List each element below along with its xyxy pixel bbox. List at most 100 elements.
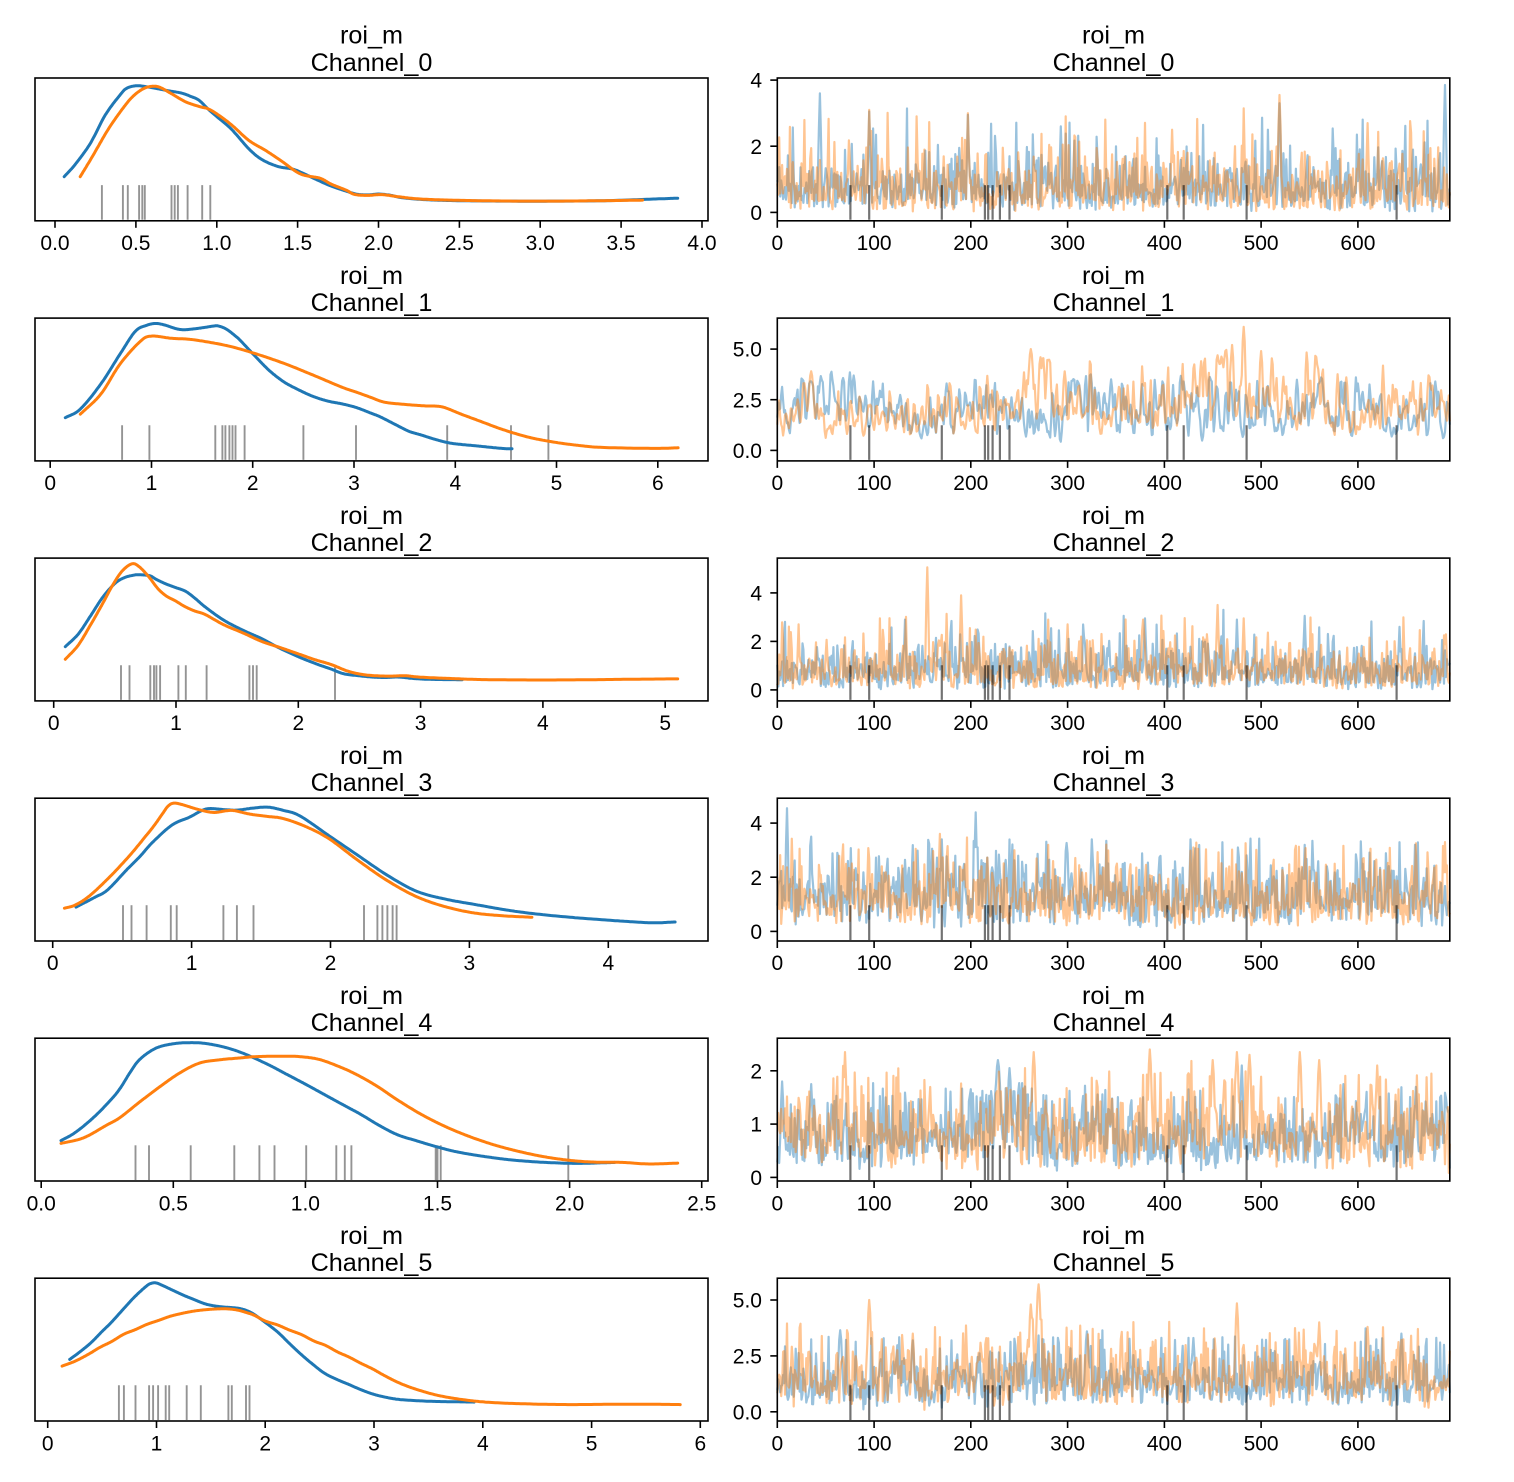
svg-text:Channel_1: Channel_1	[1053, 289, 1175, 317]
svg-text:0.0: 0.0	[40, 232, 69, 255]
svg-text:roi_m: roi_m	[340, 982, 403, 1010]
svg-text:Channel_0: Channel_0	[311, 49, 433, 77]
svg-text:600: 600	[1340, 712, 1375, 735]
svg-text:Channel_1: Channel_1	[311, 289, 433, 317]
svg-text:1: 1	[750, 1114, 762, 1137]
svg-text:6: 6	[694, 1432, 706, 1455]
svg-text:2.5: 2.5	[733, 389, 762, 412]
svg-text:5.0: 5.0	[733, 1290, 762, 1313]
svg-text:2.5: 2.5	[687, 1192, 716, 1215]
svg-text:Channel_3: Channel_3	[311, 769, 433, 797]
svg-text:300: 300	[1050, 1432, 1085, 1455]
svg-text:4.0: 4.0	[687, 232, 716, 255]
svg-text:500: 500	[1244, 712, 1279, 735]
svg-text:400: 400	[1147, 1432, 1182, 1455]
svg-text:5: 5	[586, 1432, 598, 1455]
svg-text:5: 5	[659, 712, 671, 735]
svg-text:2: 2	[750, 867, 762, 890]
svg-text:300: 300	[1050, 952, 1085, 975]
svg-text:600: 600	[1340, 472, 1375, 495]
svg-text:200: 200	[953, 232, 988, 255]
svg-text:4: 4	[477, 1432, 489, 1455]
svg-text:2.0: 2.0	[364, 232, 393, 255]
svg-text:2: 2	[750, 136, 762, 159]
svg-text:100: 100	[857, 1192, 892, 1215]
svg-text:0: 0	[750, 202, 762, 225]
svg-text:200: 200	[953, 1192, 988, 1215]
svg-text:0: 0	[44, 472, 56, 495]
svg-text:3: 3	[348, 472, 360, 495]
svg-text:0: 0	[771, 472, 783, 495]
svg-text:600: 600	[1340, 1192, 1375, 1215]
svg-text:3: 3	[464, 952, 476, 975]
svg-text:400: 400	[1147, 1192, 1182, 1215]
svg-text:400: 400	[1147, 952, 1182, 975]
svg-text:4: 4	[750, 813, 762, 836]
svg-text:roi_m: roi_m	[340, 262, 403, 290]
svg-text:1: 1	[151, 1432, 163, 1455]
svg-text:0: 0	[771, 1432, 783, 1455]
svg-text:200: 200	[953, 952, 988, 975]
svg-text:roi_m: roi_m	[340, 1222, 403, 1250]
svg-text:1: 1	[186, 952, 198, 975]
svg-text:Channel_4: Channel_4	[1053, 1009, 1175, 1037]
svg-text:0: 0	[771, 232, 783, 255]
svg-text:0: 0	[771, 1192, 783, 1215]
svg-text:200: 200	[953, 1432, 988, 1455]
svg-text:Channel_2: Channel_2	[1053, 529, 1175, 557]
svg-text:300: 300	[1050, 712, 1085, 735]
svg-text:1.0: 1.0	[202, 232, 231, 255]
svg-text:2: 2	[247, 472, 259, 495]
svg-text:1.0: 1.0	[291, 1192, 320, 1215]
svg-text:4: 4	[537, 712, 549, 735]
svg-text:1: 1	[170, 712, 182, 735]
svg-text:4: 4	[449, 472, 461, 495]
svg-text:300: 300	[1050, 472, 1085, 495]
svg-text:roi_m: roi_m	[1082, 262, 1145, 290]
svg-text:roi_m: roi_m	[340, 22, 403, 50]
svg-text:100: 100	[857, 472, 892, 495]
svg-text:roi_m: roi_m	[1082, 22, 1145, 50]
svg-text:0: 0	[48, 712, 60, 735]
svg-text:0.0: 0.0	[733, 440, 762, 463]
svg-text:4: 4	[602, 952, 614, 975]
svg-text:2.5: 2.5	[733, 1346, 762, 1369]
svg-text:0: 0	[750, 921, 762, 944]
svg-text:2: 2	[750, 1060, 762, 1083]
svg-text:100: 100	[857, 1432, 892, 1455]
svg-text:Channel_4: Channel_4	[311, 1009, 433, 1037]
svg-text:2: 2	[259, 1432, 271, 1455]
svg-text:1: 1	[146, 472, 158, 495]
svg-text:400: 400	[1147, 712, 1182, 735]
svg-text:1.5: 1.5	[283, 232, 312, 255]
svg-text:0: 0	[750, 680, 762, 703]
svg-text:0: 0	[771, 712, 783, 735]
svg-text:400: 400	[1147, 232, 1182, 255]
svg-text:500: 500	[1244, 1432, 1279, 1455]
svg-text:roi_m: roi_m	[340, 502, 403, 530]
svg-text:200: 200	[953, 712, 988, 735]
svg-text:3.0: 3.0	[526, 232, 555, 255]
svg-text:100: 100	[857, 712, 892, 735]
svg-text:600: 600	[1340, 1432, 1375, 1455]
svg-text:5: 5	[551, 472, 563, 495]
svg-text:2: 2	[292, 712, 304, 735]
svg-text:4: 4	[750, 70, 762, 93]
svg-text:500: 500	[1244, 232, 1279, 255]
svg-text:2.0: 2.0	[555, 1192, 584, 1215]
svg-text:6: 6	[652, 472, 664, 495]
svg-text:Channel_0: Channel_0	[1053, 49, 1175, 77]
svg-text:100: 100	[857, 232, 892, 255]
svg-text:500: 500	[1244, 472, 1279, 495]
svg-text:0.0: 0.0	[733, 1401, 762, 1424]
svg-text:500: 500	[1244, 1192, 1279, 1215]
svg-text:200: 200	[953, 472, 988, 495]
svg-text:Channel_2: Channel_2	[311, 529, 433, 557]
svg-text:0: 0	[771, 952, 783, 975]
svg-text:600: 600	[1340, 952, 1375, 975]
svg-text:roi_m: roi_m	[340, 742, 403, 770]
svg-text:2.5: 2.5	[445, 232, 474, 255]
svg-text:3.5: 3.5	[606, 232, 635, 255]
svg-text:roi_m: roi_m	[1082, 742, 1145, 770]
svg-text:roi_m: roi_m	[1082, 1222, 1145, 1250]
